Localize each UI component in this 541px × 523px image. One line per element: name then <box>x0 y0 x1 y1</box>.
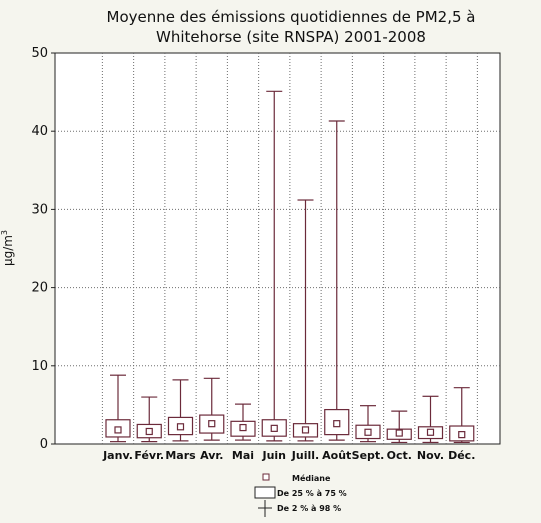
x-tick-label: Janv. <box>102 449 133 462</box>
x-tick-label: Août <box>322 449 351 462</box>
box-3 <box>167 379 194 442</box>
y-axis-label-superscript: 3 <box>0 230 9 235</box>
chart-title-line-1: Moyenne des émissions quotidiennes de PM… <box>107 8 476 26</box>
box-7 <box>292 199 319 442</box>
median-marker <box>208 420 216 428</box>
y-tick-label: 30 <box>31 202 48 217</box>
x-tick-label: Sept. <box>352 449 385 462</box>
median-marker <box>145 427 153 436</box>
x-tick-label: Juill. <box>291 449 319 462</box>
box-4 <box>199 377 225 441</box>
x-tick-label: Oct. <box>387 449 412 462</box>
median-marker <box>176 423 185 431</box>
x-tick-label: Déc. <box>448 449 475 462</box>
x-tick-label: Avr. <box>200 449 223 462</box>
legend-median-symbol <box>262 473 270 481</box>
box-6 <box>261 90 287 442</box>
y-tick-label: 10 <box>31 359 48 374</box>
median-marker <box>239 423 247 432</box>
median-marker <box>426 428 435 436</box>
x-tick-label: Juin <box>261 449 286 462</box>
x-tick-label: Mai <box>232 449 254 462</box>
boxes-layer <box>105 90 475 444</box>
grid-layer <box>55 53 500 444</box>
chart-title-line-2: Whitehorse (site RNSPA) 2001-2008 <box>156 28 426 46</box>
y-tick-label: 50 <box>31 46 48 61</box>
median-marker <box>270 424 278 432</box>
box-5 <box>230 403 256 441</box>
legend: Médiane De 25 % à 75 % De 2 % à 98 % <box>254 473 347 517</box>
median-marker <box>114 426 122 434</box>
y-tick-label: 40 <box>31 124 48 139</box>
box-10 <box>386 410 412 444</box>
box-2 <box>136 396 162 443</box>
legend-box-symbol <box>254 486 276 499</box>
box-11 <box>417 395 444 444</box>
x-axis-labels: Janv. Févr. Mars Avr. Mai Juin Juill. Août Sept.… <box>102 449 475 462</box>
x-tick-label: Févr. <box>134 449 164 462</box>
box-9 <box>355 405 381 443</box>
y-tick-label: 20 <box>31 281 48 296</box>
y-axis-label: µg/m3 <box>0 230 15 266</box>
legend-whisker-label: De 2 % à 98 % <box>277 504 341 513</box>
median-marker <box>333 420 341 428</box>
x-tick-label: Nov. <box>417 449 444 462</box>
box-1 <box>105 374 131 443</box>
x-tick-label: Mars <box>165 449 196 462</box>
median-marker <box>395 429 403 437</box>
y-axis: 0 10 20 30 40 50 <box>31 46 55 452</box>
median-marker <box>301 426 310 434</box>
plot-area <box>54 52 501 445</box>
legend-box-label: De 25 % à 75 % <box>277 489 347 498</box>
y-axis-label-unit: µg/m <box>1 235 15 266</box>
legend-median-label: Médiane <box>292 473 331 483</box>
box-12 <box>449 387 475 444</box>
box-8 <box>324 120 350 441</box>
y-tick-label: 0 <box>40 437 48 452</box>
median-marker <box>458 431 466 439</box>
median-marker <box>364 428 372 436</box>
